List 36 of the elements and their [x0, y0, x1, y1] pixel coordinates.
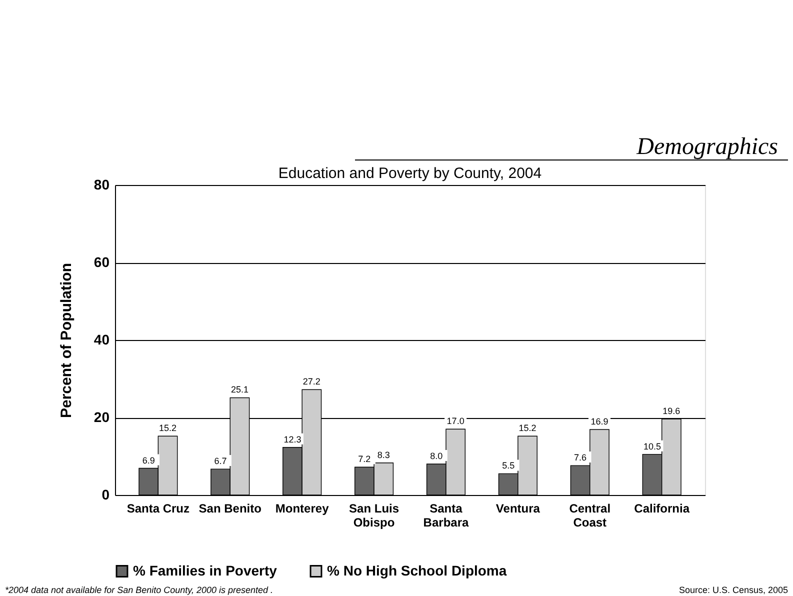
legend-label: % No High School Diploma: [327, 562, 507, 578]
y-tick-label: 80: [94, 176, 110, 192]
x-tick-label: San Luis Obispo: [349, 502, 400, 530]
y-tick-label: 20: [94, 409, 110, 425]
data-label: 25.1: [230, 384, 248, 395]
data-label: 15.2: [518, 423, 536, 434]
data-label: 7.2: [358, 454, 371, 464]
source-note: Source: U.S. Census, 2005: [678, 585, 788, 595]
data-label: 7.6: [574, 452, 587, 463]
y-tick-label: 40: [94, 332, 110, 348]
x-tick-label: Monterey: [275, 502, 330, 516]
data-label: 10.5: [643, 441, 661, 452]
x-tick-label: Central Coast: [569, 502, 611, 530]
data-label: 19.6: [662, 406, 680, 416]
legend-label: % Families in Poverty: [133, 562, 278, 578]
data-label: 8.3: [377, 450, 390, 460]
data-label: 17.0: [446, 416, 464, 426]
data-label: 15.2: [159, 423, 177, 434]
data-label: 6.7: [214, 456, 227, 466]
y-axis-title: Percent of Population: [58, 262, 75, 418]
x-tick-label: Ventura: [496, 502, 540, 516]
data-label: 5.5: [502, 460, 515, 471]
data-label: 27.2: [302, 376, 320, 387]
y-tick-label: 0: [102, 486, 110, 502]
data-label: 12.3: [284, 434, 302, 444]
chart-title: Education and Poverty by County, 2004: [278, 165, 542, 182]
x-tick-label: San Benito: [198, 502, 262, 516]
x-tick-label: Santa Barbara: [423, 502, 469, 530]
data-label: 6.9: [142, 455, 155, 466]
chart-subtitle: Demographics: [636, 134, 778, 160]
x-tick-label: California: [634, 502, 690, 516]
data-label: 16.9: [590, 416, 608, 427]
y-tick-label: 60: [94, 254, 110, 270]
x-tick-label: Santa Cruz: [126, 502, 190, 516]
data-label: 8.0: [430, 451, 443, 461]
text: *2004 data not available for San Benito County, 2000 is presented .: [5, 585, 274, 595]
